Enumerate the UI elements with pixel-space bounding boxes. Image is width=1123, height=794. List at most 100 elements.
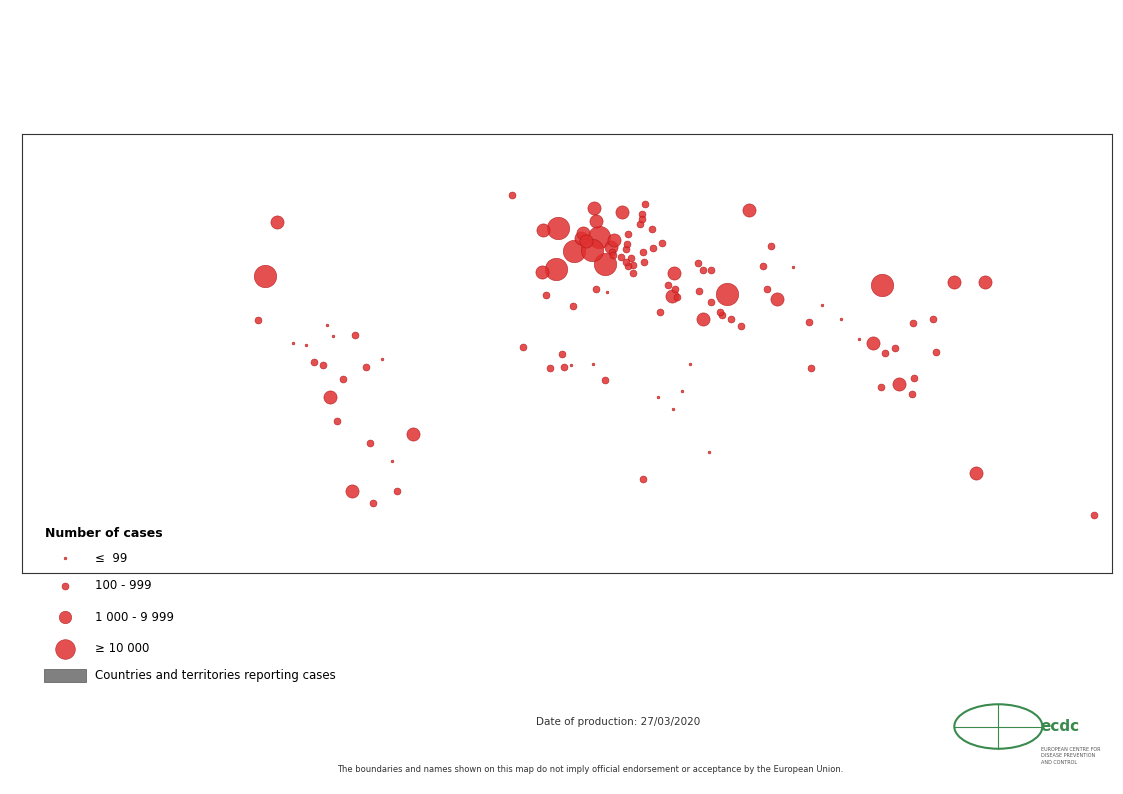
Point bbox=[595, 373, 613, 386]
Point bbox=[645, 241, 663, 254]
Point bbox=[344, 484, 362, 497]
Point bbox=[603, 245, 621, 258]
Point bbox=[732, 320, 750, 333]
Point bbox=[565, 245, 583, 258]
Point bbox=[763, 240, 780, 252]
Point bbox=[583, 243, 601, 256]
Point bbox=[666, 282, 684, 295]
Point bbox=[590, 230, 608, 243]
Point bbox=[926, 345, 944, 358]
Point bbox=[599, 285, 617, 298]
Point bbox=[357, 360, 375, 373]
Text: 100 - 999: 100 - 999 bbox=[95, 580, 152, 592]
Point bbox=[758, 282, 776, 295]
Point bbox=[624, 259, 642, 272]
Point bbox=[602, 241, 620, 254]
Point bbox=[642, 222, 660, 235]
Point bbox=[801, 315, 819, 328]
Point bbox=[719, 288, 737, 301]
Point bbox=[298, 339, 316, 352]
Point bbox=[514, 341, 532, 353]
Point bbox=[619, 260, 637, 273]
Point bbox=[284, 337, 302, 349]
Point bbox=[636, 197, 654, 210]
Text: Number of cases: Number of cases bbox=[45, 526, 163, 540]
Point bbox=[636, 256, 654, 268]
Text: 1 000 - 9 999: 1 000 - 9 999 bbox=[95, 611, 174, 624]
Point bbox=[321, 390, 339, 403]
Point bbox=[56, 611, 74, 624]
Text: Date of production: 27/03/2020: Date of production: 27/03/2020 bbox=[536, 716, 700, 727]
Point bbox=[905, 371, 923, 384]
Point bbox=[876, 347, 894, 360]
Point bbox=[267, 215, 285, 228]
Point bbox=[633, 207, 651, 220]
Point bbox=[864, 337, 882, 349]
Point bbox=[886, 342, 904, 355]
Point bbox=[587, 214, 605, 227]
Point bbox=[618, 237, 636, 250]
Point bbox=[873, 279, 891, 291]
Text: Countries and territories reporting cases: Countries and territories reporting case… bbox=[95, 669, 336, 682]
Point bbox=[702, 264, 720, 276]
Point bbox=[664, 403, 682, 416]
Point bbox=[362, 436, 380, 449]
Point bbox=[56, 580, 74, 592]
Point bbox=[721, 312, 739, 325]
Point bbox=[346, 328, 364, 341]
Point bbox=[533, 224, 551, 237]
Point bbox=[654, 237, 672, 249]
Point bbox=[768, 293, 786, 306]
Point bbox=[554, 347, 572, 360]
Point bbox=[328, 415, 346, 428]
Point bbox=[533, 265, 551, 278]
Point bbox=[631, 218, 649, 230]
Point bbox=[605, 233, 623, 246]
Point bbox=[784, 260, 802, 273]
Point bbox=[622, 252, 640, 264]
Point bbox=[56, 642, 74, 655]
Point bbox=[587, 282, 605, 295]
Point bbox=[659, 279, 677, 291]
Point bbox=[304, 356, 322, 368]
Text: ecdc: ecdc bbox=[1041, 719, 1080, 734]
Point bbox=[404, 427, 422, 440]
Point bbox=[555, 361, 573, 374]
Point bbox=[541, 362, 559, 375]
Point bbox=[924, 313, 942, 326]
Point bbox=[711, 306, 729, 319]
Point bbox=[613, 206, 631, 218]
Point bbox=[681, 357, 699, 370]
Point bbox=[584, 357, 602, 370]
Point bbox=[547, 263, 565, 276]
Point bbox=[673, 385, 691, 398]
Point bbox=[850, 333, 868, 345]
Point bbox=[617, 256, 634, 268]
Point bbox=[813, 299, 831, 311]
Point bbox=[604, 249, 622, 261]
Point bbox=[389, 484, 407, 497]
Point bbox=[754, 260, 772, 272]
Point bbox=[624, 267, 642, 279]
Bar bbox=[44, 669, 85, 682]
Point bbox=[313, 359, 331, 372]
Point bbox=[694, 264, 712, 276]
Point bbox=[612, 251, 630, 264]
Text: ≤  99: ≤ 99 bbox=[95, 552, 128, 565]
Text: EUROPEAN CENTRE FOR
DISEASE PREVENTION
AND CONTROL: EUROPEAN CENTRE FOR DISEASE PREVENTION A… bbox=[1041, 747, 1101, 765]
Point bbox=[690, 256, 707, 269]
Point bbox=[537, 288, 555, 301]
Point bbox=[700, 445, 718, 458]
Point bbox=[891, 377, 909, 390]
Point bbox=[694, 312, 712, 325]
Text: ≥ 10 000: ≥ 10 000 bbox=[95, 642, 149, 655]
Point bbox=[503, 188, 521, 201]
Point bbox=[740, 203, 758, 216]
Point bbox=[665, 267, 683, 279]
Point bbox=[632, 212, 650, 225]
Point bbox=[664, 290, 682, 303]
Point bbox=[576, 235, 594, 248]
Point bbox=[325, 330, 343, 343]
Point bbox=[564, 300, 582, 313]
Point bbox=[562, 359, 579, 372]
